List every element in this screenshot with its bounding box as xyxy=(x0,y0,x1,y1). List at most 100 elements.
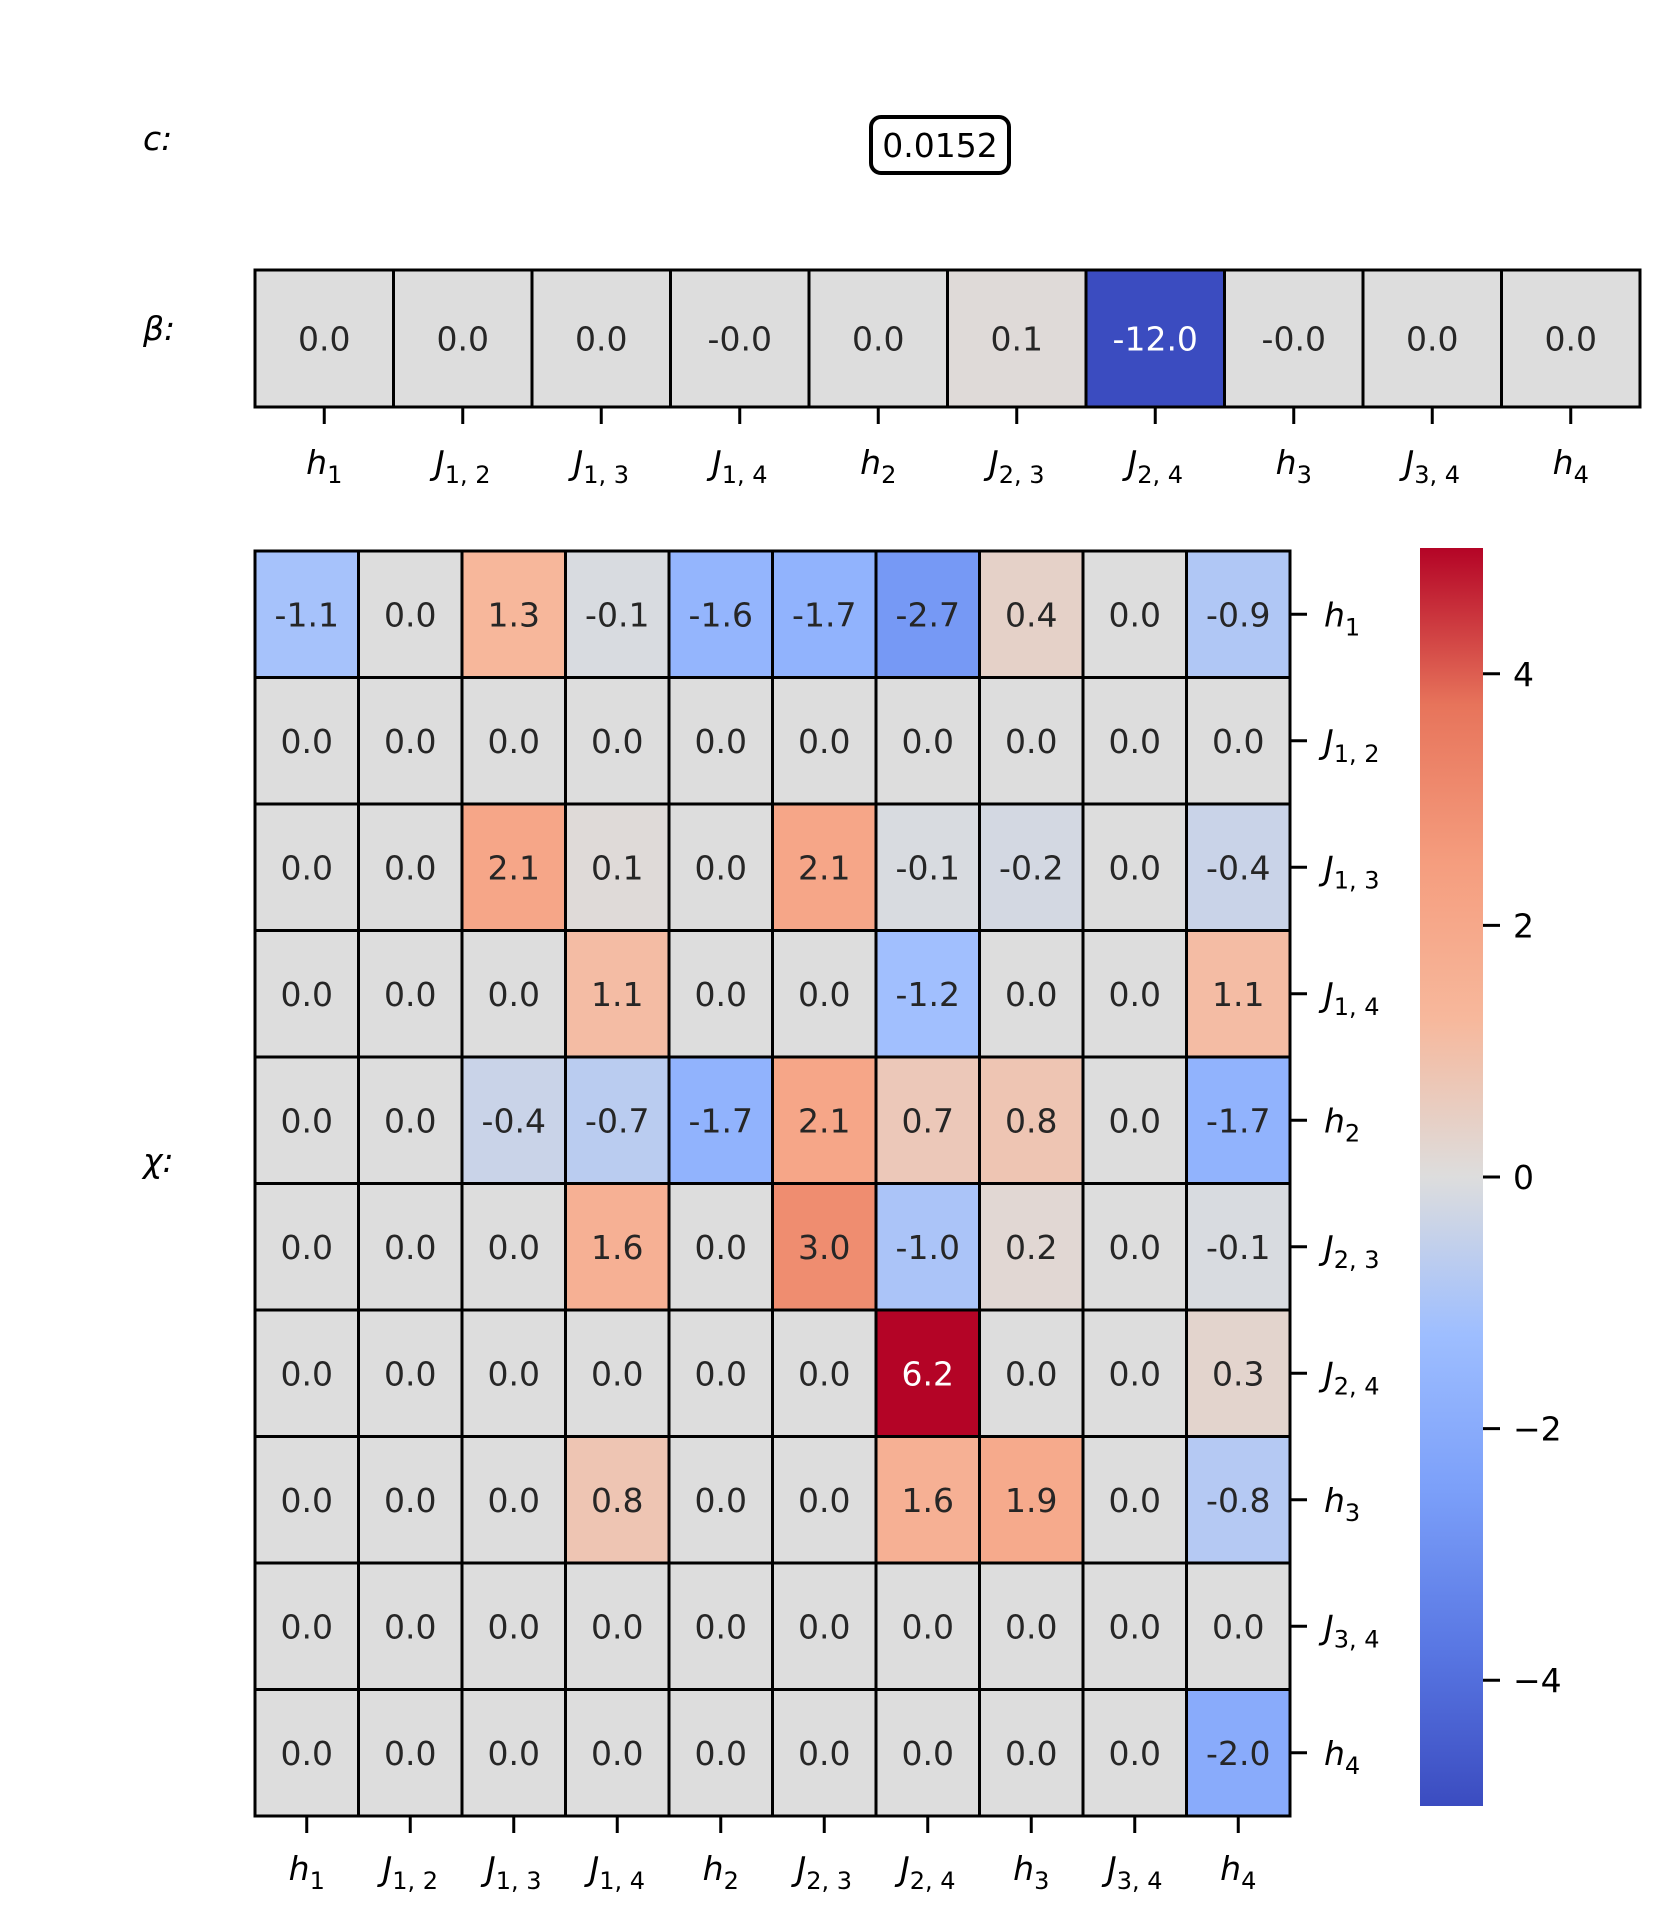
chi-cell xyxy=(874,549,981,679)
chi-cell-label: 0.0 xyxy=(798,1481,850,1520)
chi-y-tick-label: h3 xyxy=(1324,1481,1360,1527)
chi-cell xyxy=(667,1182,774,1312)
chi-cell-label: 1.6 xyxy=(591,1228,643,1267)
chi-cell-label: 0.0 xyxy=(281,1228,333,1267)
chi-cell-label: 0.0 xyxy=(1005,1607,1057,1646)
chi-cell-label: 0.3 xyxy=(1212,1354,1264,1393)
beta-cell-label: 0.0 xyxy=(852,320,904,359)
chi-cell xyxy=(460,1308,567,1438)
chi-cell-label: 0.0 xyxy=(488,1481,540,1520)
chi-cell-label: 0.0 xyxy=(902,1607,954,1646)
chi-cell xyxy=(253,1435,360,1565)
chi-cell-label: -1.6 xyxy=(689,595,753,634)
beta-x-tick-label: J2, 4 xyxy=(1121,443,1183,489)
chi-cell-label: 0.0 xyxy=(1109,975,1161,1014)
chi-cell xyxy=(1081,1182,1188,1312)
chi-cell xyxy=(667,929,774,1059)
chi-cell xyxy=(564,929,671,1059)
chi-cell xyxy=(357,1308,464,1438)
chi-cell-label: 1.3 xyxy=(488,595,540,634)
chi-cell xyxy=(667,1435,774,1565)
chi-cell xyxy=(1185,549,1292,679)
chi-x-tick-label: J1, 2 xyxy=(376,1849,438,1895)
chi-cell xyxy=(1185,1308,1292,1438)
chi-cell-label: 0.0 xyxy=(695,1607,747,1646)
chi-cell xyxy=(874,1688,981,1818)
chi-cell-label: 6.2 xyxy=(902,1354,954,1393)
c-label: c: xyxy=(143,119,172,158)
chi-cell-label: 0.0 xyxy=(1109,1354,1161,1393)
chi-cell-label: 0.0 xyxy=(281,1607,333,1646)
chi-cell xyxy=(1081,1688,1188,1818)
chi-cell-label: -0.1 xyxy=(585,595,649,634)
chi-cell-label: 0.8 xyxy=(1005,1101,1057,1140)
beta-cell xyxy=(392,268,534,409)
chi-cell-label: 0.0 xyxy=(1005,1354,1057,1393)
chi-cell-label: 0.0 xyxy=(695,1228,747,1267)
chi-cell-label: 1.1 xyxy=(591,975,643,1014)
chi-cell-label: 0.0 xyxy=(798,1354,850,1393)
colorbar-tick-label: 4 xyxy=(1513,655,1534,694)
chi-cell-label: -2.7 xyxy=(896,595,960,634)
chi-cell-label: -0.9 xyxy=(1206,595,1270,634)
chi-cell-label: 0.0 xyxy=(591,722,643,761)
chi-cell-label: -2.0 xyxy=(1206,1734,1270,1773)
beta-cell xyxy=(1223,268,1365,409)
chi-cell-label: 0.0 xyxy=(591,1607,643,1646)
chi-x-tick-label: J1, 3 xyxy=(480,1849,542,1895)
chi-cell-label: 0.0 xyxy=(1109,595,1161,634)
chi-cell xyxy=(253,1055,360,1185)
chi-cell-label: 0.7 xyxy=(902,1101,954,1140)
beta-cell-label: 0.0 xyxy=(575,320,627,359)
chi-cell xyxy=(253,1688,360,1818)
chi-cell xyxy=(978,1435,1085,1565)
beta-x-tick-label: J1, 3 xyxy=(567,443,629,489)
chi-cell-label: -0.7 xyxy=(585,1101,649,1140)
chi-cell xyxy=(357,1055,464,1185)
chi-cell xyxy=(564,1182,671,1312)
chi-cell xyxy=(667,676,774,806)
chi-cell xyxy=(564,1688,671,1818)
chi-cell-label: 2.1 xyxy=(798,848,850,887)
chi-cell-label: 0.0 xyxy=(695,975,747,1014)
chi-cell-label: 1.6 xyxy=(902,1481,954,1520)
chi-cell xyxy=(564,802,671,932)
chi-y-tick-label: h1 xyxy=(1324,595,1360,641)
chi-x-tick-label: h3 xyxy=(1013,1849,1049,1895)
chi-y-tick-label: J1, 3 xyxy=(1318,848,1380,894)
chi-cell-label: 0.0 xyxy=(695,1481,747,1520)
chi-cell xyxy=(357,929,464,1059)
chi-y-tick-label: J1, 2 xyxy=(1318,722,1380,768)
beta-cell xyxy=(530,268,672,409)
chi-cell-label: 0.0 xyxy=(1109,722,1161,761)
chi-cell xyxy=(564,676,671,806)
chi-cell xyxy=(460,802,567,932)
chi-cell-label: 0.0 xyxy=(488,1734,540,1773)
chi-cell xyxy=(1185,1561,1292,1691)
chi-cell-label: -1.2 xyxy=(896,975,960,1014)
chi-cell xyxy=(771,1182,878,1312)
chi-cell-label: 0.0 xyxy=(798,1607,850,1646)
chi-cell xyxy=(978,1055,1085,1185)
chi-cell xyxy=(357,1561,464,1691)
chi-cell-label: 0.0 xyxy=(488,1354,540,1393)
chi-cell-label: 0.0 xyxy=(1109,1734,1161,1773)
chi-cell-label: 0.0 xyxy=(1212,722,1264,761)
chi-x-tick-label: h2 xyxy=(703,1849,739,1895)
chi-cell xyxy=(460,1055,567,1185)
beta-cell xyxy=(1500,268,1642,409)
beta-cell-label: 0.0 xyxy=(1545,320,1597,359)
chi-cell-label: 0.0 xyxy=(384,1354,436,1393)
chi-cell xyxy=(1185,1182,1292,1312)
beta-cell xyxy=(1361,268,1503,409)
chi-cell-label: 0.0 xyxy=(384,1734,436,1773)
chi-cell-label: 0.0 xyxy=(1109,1481,1161,1520)
chi-y-tick-label: J2, 3 xyxy=(1318,1228,1380,1274)
beta-x-tick-label: h2 xyxy=(860,443,896,489)
chi-cell-label: 0.0 xyxy=(281,722,333,761)
chi-cell-label: 0.0 xyxy=(695,722,747,761)
chi-cell-label: 0.4 xyxy=(1005,595,1057,634)
chi-y-tick-label: J2, 4 xyxy=(1318,1354,1380,1400)
chi-cell-label: 0.0 xyxy=(384,722,436,761)
